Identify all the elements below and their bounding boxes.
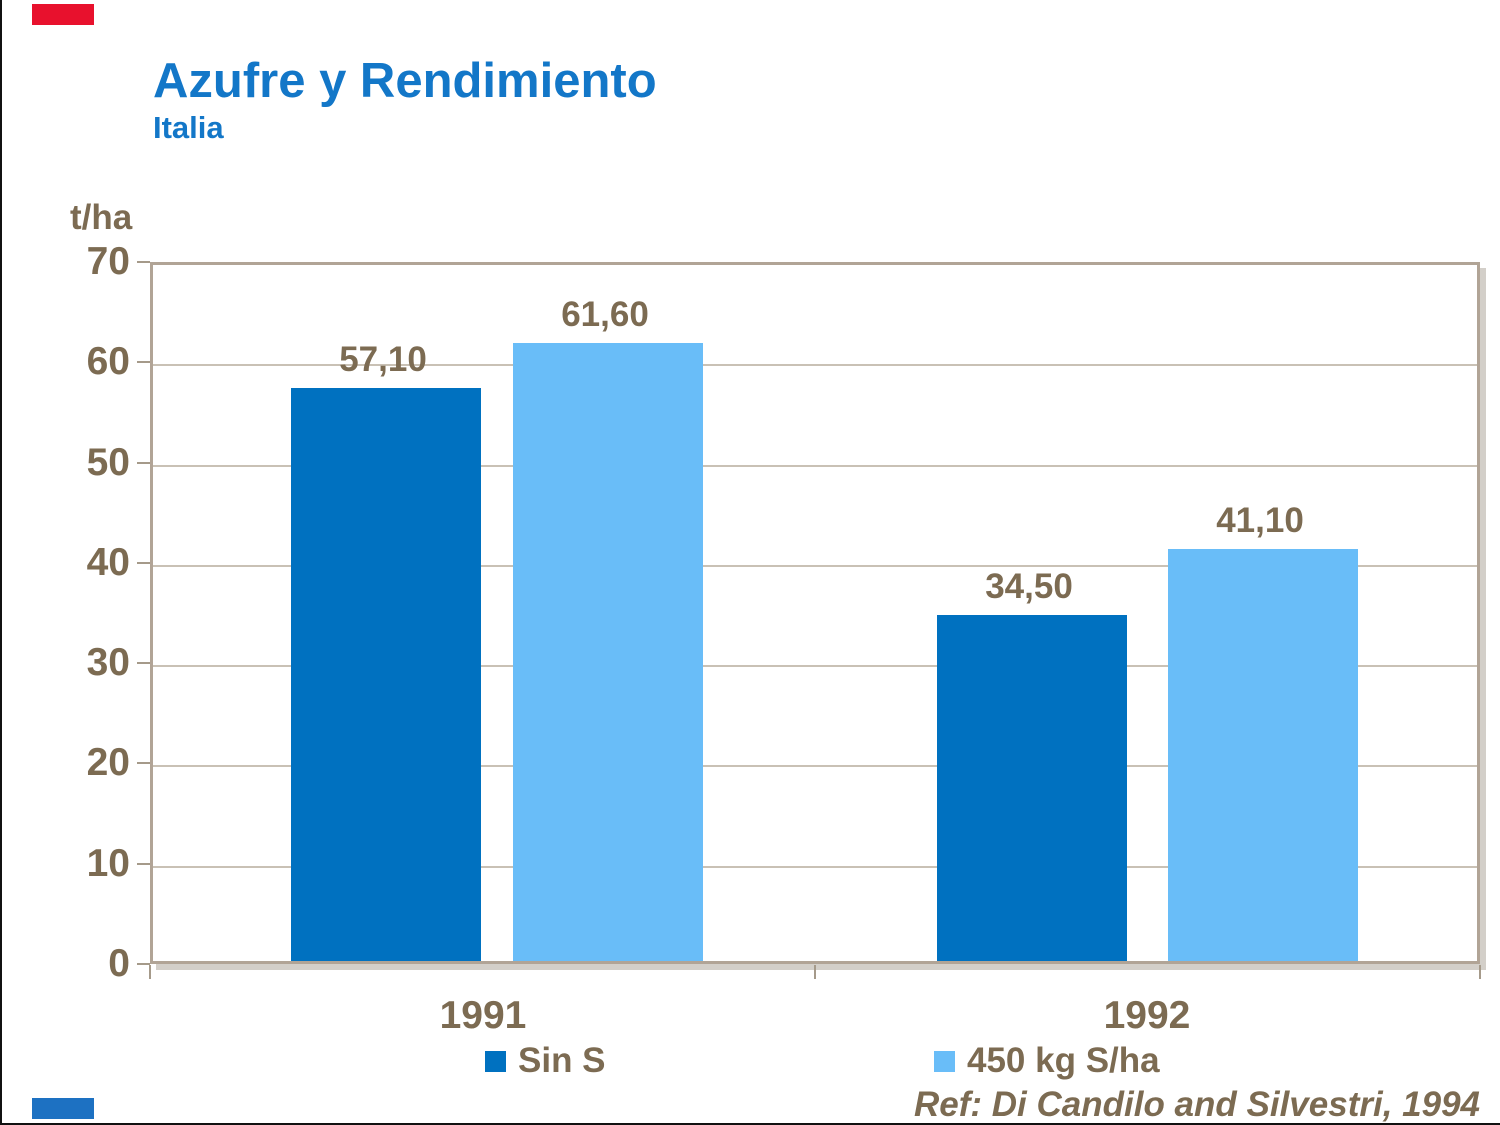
gridline-50 — [153, 464, 1477, 467]
y-axis-unit-label: t/ha — [70, 198, 133, 237]
plot-area — [150, 262, 1480, 964]
y-axis-label-70: 70 — [86, 240, 130, 283]
x-axis-tick-1 — [814, 965, 816, 979]
y-axis-tick-40 — [137, 561, 150, 564]
y-axis-label-60: 60 — [86, 340, 130, 384]
bar-450-kg-s-ha-1991 — [513, 343, 703, 961]
y-axis-label-20: 20 — [86, 741, 130, 785]
chart-title: Azufre y Rendimiento — [153, 54, 657, 108]
bar-sin-s-1992 — [937, 615, 1127, 961]
y-axis-tick-0 — [137, 963, 150, 965]
y-axis-tick-50 — [137, 461, 150, 464]
bottom-edge-line — [0, 1123, 1500, 1125]
legend-swatch-icon — [485, 1050, 506, 1072]
bar-450-kg-s-ha-1992 — [1168, 548, 1358, 961]
y-axis-label-10: 10 — [86, 841, 130, 885]
gridline-60 — [153, 364, 1477, 367]
y-axis-label-30: 30 — [86, 641, 130, 685]
bar-value-label: 57,10 — [339, 340, 427, 380]
gridline-20 — [153, 765, 1477, 768]
bar-value-label: 61,60 — [561, 295, 649, 335]
legend-label: 450 kg S/ha — [967, 1041, 1160, 1080]
x-axis-label-1991: 1991 — [439, 994, 527, 1037]
bottom-left-blue-accent — [32, 1098, 94, 1119]
reference-text: Ref: Di Candilo and Silvestri, 1994 — [914, 1085, 1480, 1124]
y-axis-tick-20 — [137, 762, 150, 765]
left-edge-line — [0, 0, 2, 1125]
x-axis-tick-2 — [1479, 965, 1481, 979]
y-axis-label-40: 40 — [86, 540, 130, 584]
bar-value-label: 41,10 — [1216, 500, 1304, 540]
y-axis-label-50: 50 — [86, 440, 130, 484]
chart-subtitle: Italia — [153, 110, 224, 145]
gridline-30 — [153, 665, 1477, 668]
y-axis-label-0: 0 — [108, 942, 130, 985]
gridline-10 — [153, 865, 1477, 868]
gridline-40 — [153, 564, 1477, 567]
legend-item-sin-s: Sin S — [485, 1040, 606, 1082]
legend-item-450-kg-s-ha: 450 kg S/ha — [934, 1040, 1160, 1082]
x-axis-tick-0 — [149, 965, 151, 979]
top-left-red-accent — [32, 4, 94, 25]
bar-sin-s-1991 — [291, 388, 481, 961]
x-axis-label-1992: 1992 — [1103, 994, 1191, 1037]
legend-label: Sin S — [518, 1041, 606, 1080]
legend-swatch-icon — [934, 1050, 955, 1072]
y-axis-tick-30 — [137, 662, 150, 665]
bar-value-label: 34,50 — [985, 567, 1073, 606]
y-axis-tick-70 — [137, 261, 150, 263]
y-axis-tick-60 — [137, 361, 150, 364]
y-axis-tick-10 — [137, 862, 150, 865]
